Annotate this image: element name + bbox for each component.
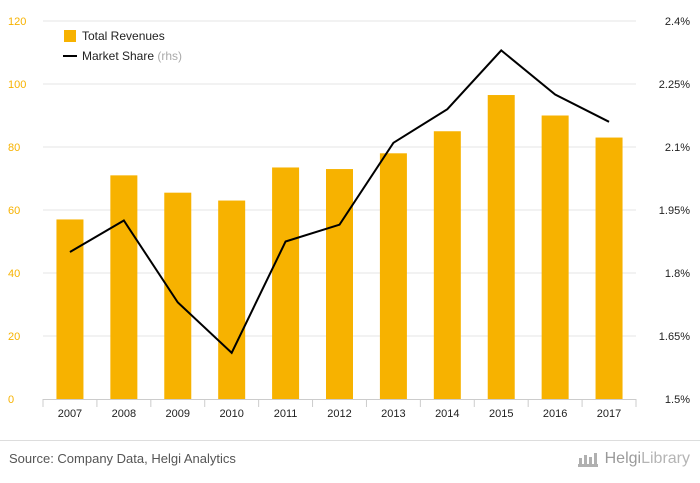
helgi-library-icon xyxy=(577,453,598,467)
y-left-tick-label: 80 xyxy=(8,142,20,154)
bar-total-revenues xyxy=(541,115,569,399)
x-tick-label: 2016 xyxy=(543,408,567,420)
legend-swatch-total-revenues xyxy=(64,30,76,42)
y-right-tick-label: 1.8% xyxy=(665,268,690,280)
legend-label-market-share: Market Share (rhs) xyxy=(82,49,182,63)
bar-total-revenues xyxy=(110,175,138,399)
y-right-tick-label: 1.65% xyxy=(659,331,690,343)
chart-svg: 0 20 40 60 80 100 120 1.5% 1.65% 1.8% 1.95% 2.1% 2.2… xyxy=(8,16,690,420)
y-left-tick-label: 120 xyxy=(8,16,26,28)
x-tick-label: 2012 xyxy=(327,408,351,420)
bar-total-revenues xyxy=(433,131,461,399)
source-note: Source: Company Data, Helgi Analytics xyxy=(9,451,236,466)
y-right-tick-label: 1.95% xyxy=(659,205,690,217)
y-left-tick-label: 100 xyxy=(8,79,26,91)
brand-secondary: Library xyxy=(641,450,690,467)
brand-logo: HelgiLibrary xyxy=(577,446,690,472)
x-tick-label: 2011 xyxy=(274,408,298,420)
legend-suffix-rhs: (rhs) xyxy=(157,49,182,63)
bar-total-revenues xyxy=(595,137,623,400)
bar-total-revenues xyxy=(326,169,353,399)
x-tick-label: 2015 xyxy=(489,408,513,420)
bar-total-revenues xyxy=(56,219,84,399)
bar-total-revenues xyxy=(272,167,300,399)
brand-name: HelgiLibrary xyxy=(605,450,690,468)
x-tick-label: 2017 xyxy=(597,408,621,420)
x-tick-label: 2010 xyxy=(219,408,243,420)
y-right-tick-label: 2.25% xyxy=(659,79,690,91)
brand-primary: Helgi xyxy=(604,450,642,467)
x-tick-label: 2013 xyxy=(381,408,405,420)
x-tick-label: 2009 xyxy=(166,408,190,420)
y-right-tick-label: 2.4% xyxy=(665,16,690,28)
y-left-tick-label: 20 xyxy=(8,331,20,343)
bar-total-revenues xyxy=(379,153,407,399)
x-tick-label: 2014 xyxy=(435,408,459,420)
x-tick-label: 2007 xyxy=(58,408,82,420)
y-right-tick-label: 2.1% xyxy=(665,142,690,154)
y-left-tick-label: 40 xyxy=(8,268,20,280)
x-tick-label: 2008 xyxy=(112,408,136,420)
y-left-tick-label: 60 xyxy=(8,205,20,217)
footer-divider xyxy=(0,440,700,441)
bar-total-revenues xyxy=(218,200,246,399)
y-left-tick-label: 0 xyxy=(8,394,14,406)
bar-total-revenues xyxy=(487,95,515,400)
chart: 0 20 40 60 80 100 120 1.5% 1.65% 1.8% 1.95% 2.1% 2.2… xyxy=(8,16,690,420)
legend-label-total-revenues: Total Revenues xyxy=(82,29,165,43)
y-right-tick-label: 1.5% xyxy=(665,394,690,406)
bar-total-revenues xyxy=(164,192,192,399)
